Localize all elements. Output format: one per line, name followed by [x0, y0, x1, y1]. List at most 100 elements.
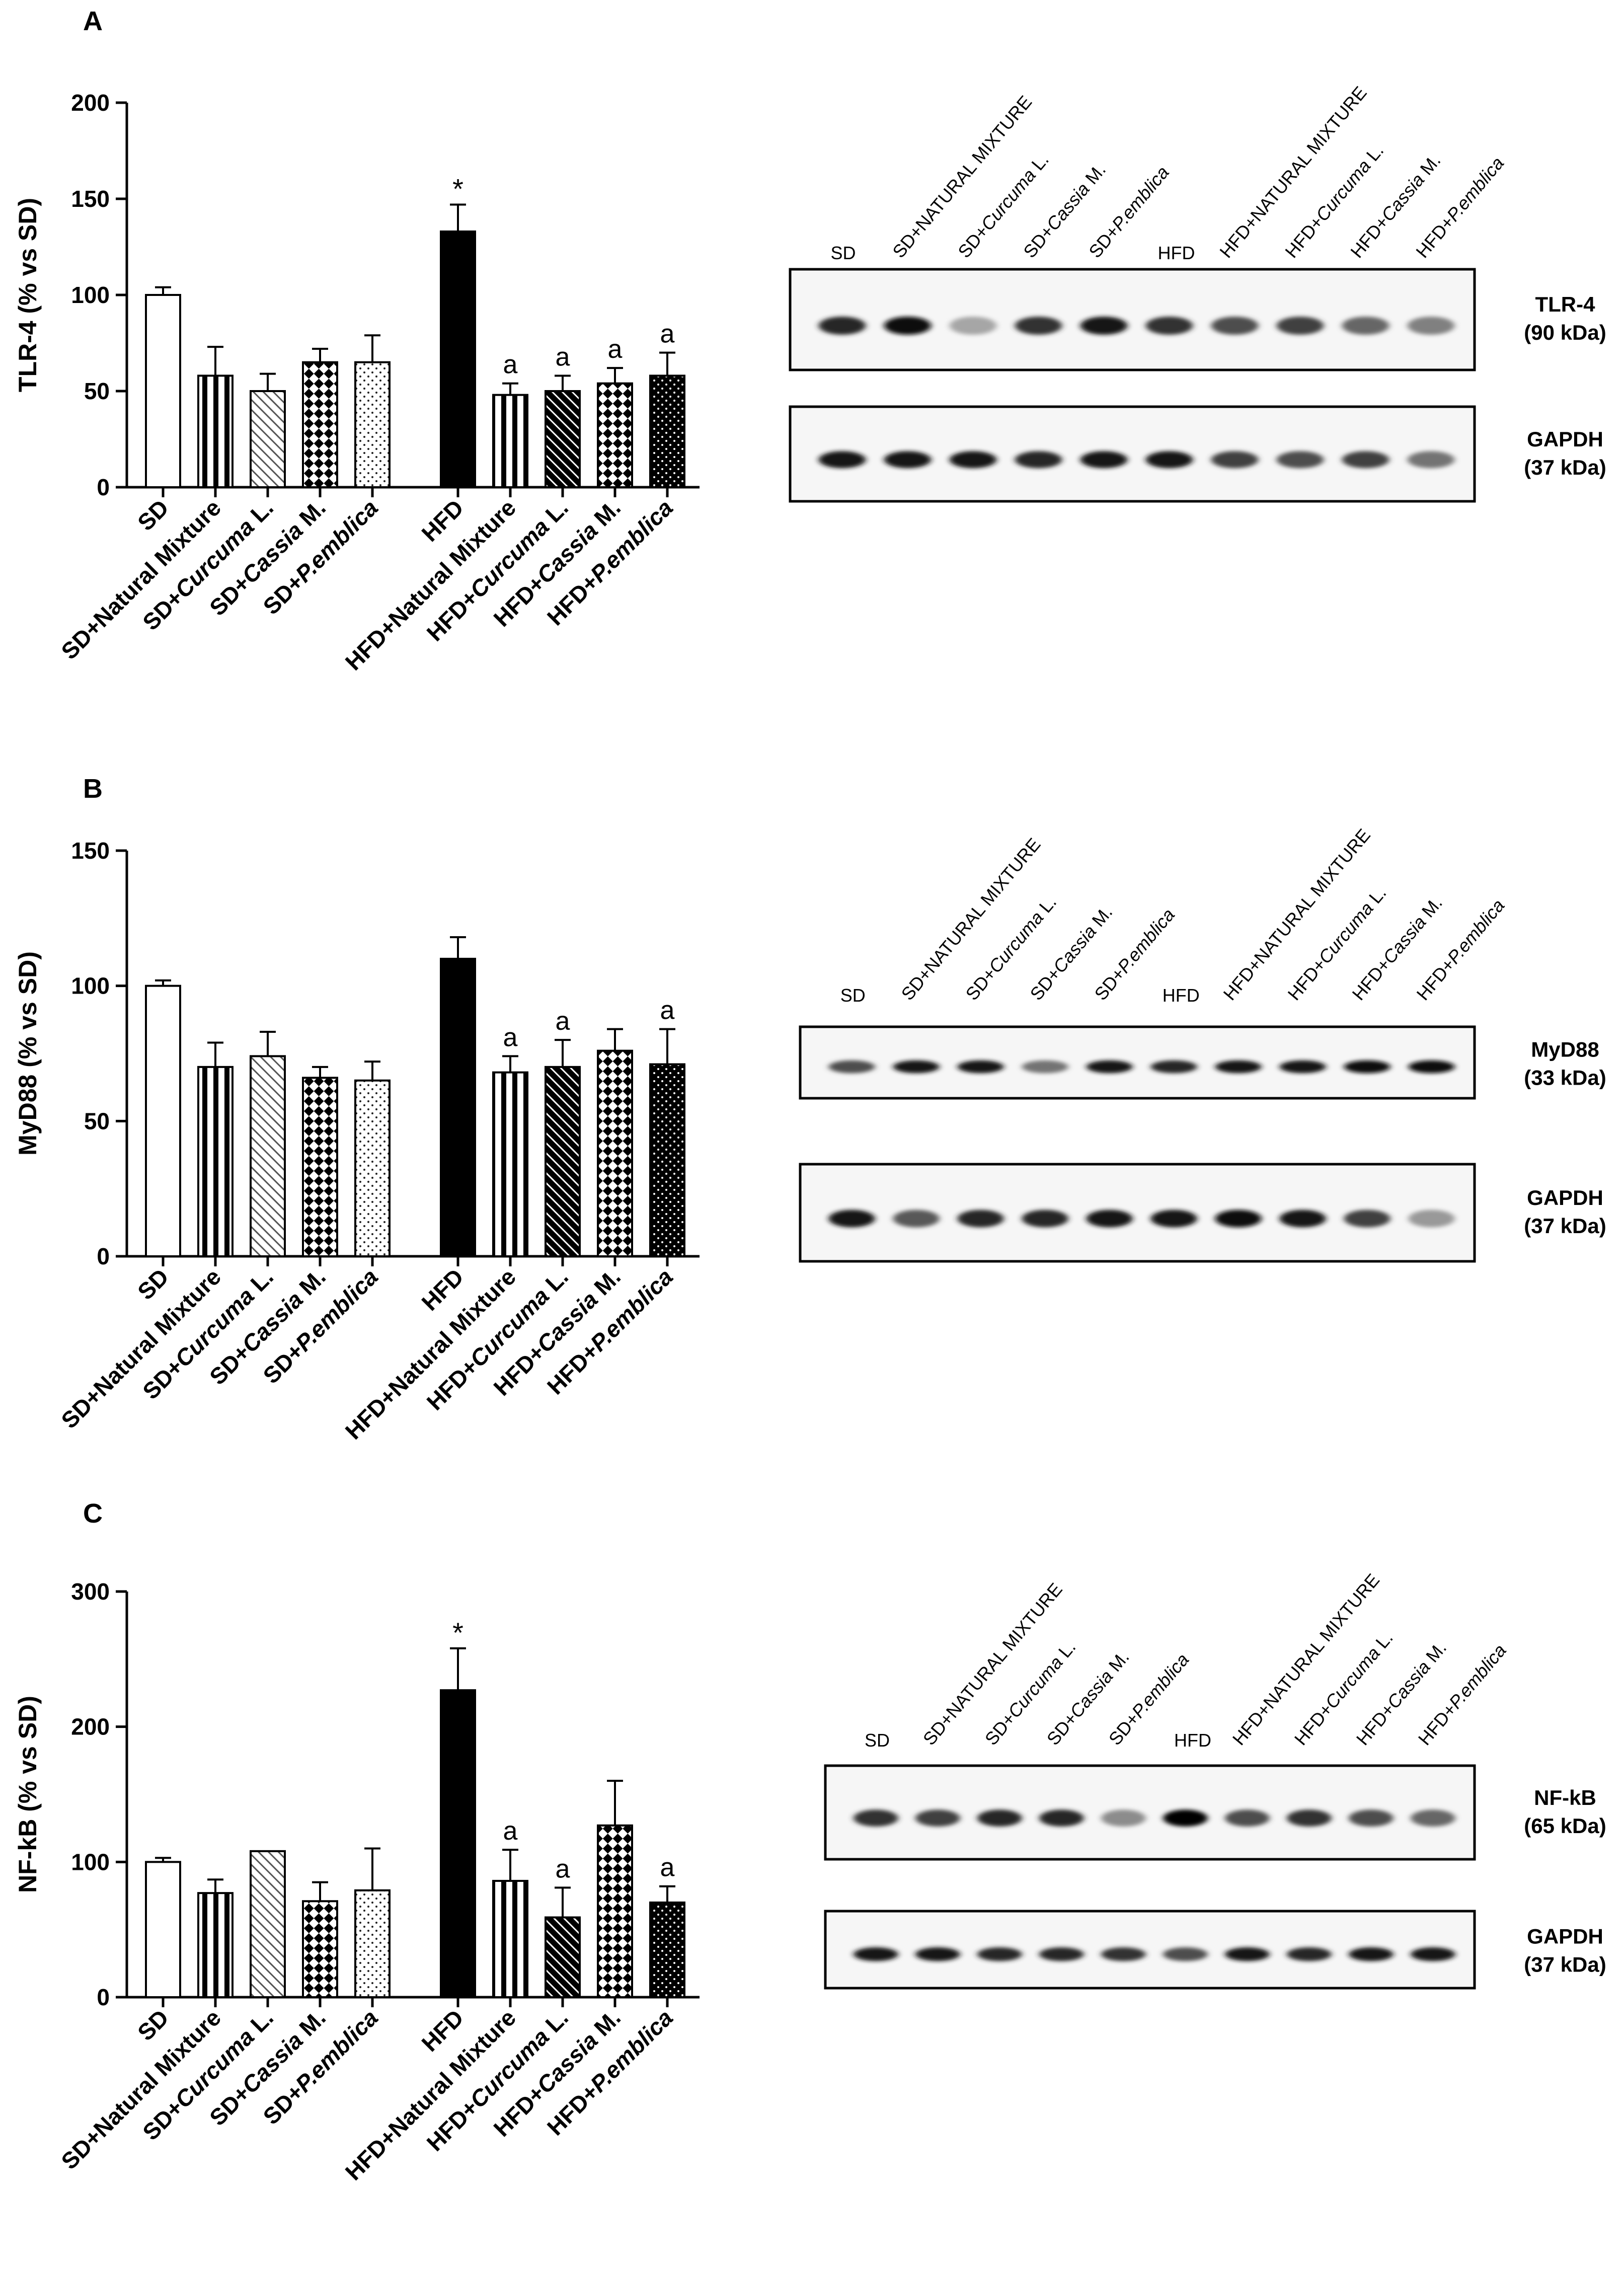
blot-size-label: (37 kDa): [1524, 456, 1606, 479]
blot-band: [1086, 1060, 1133, 1074]
bar: [440, 230, 476, 488]
blot-band: [1342, 451, 1389, 469]
blot-band: [1411, 1809, 1455, 1827]
blot-strip-gapdh: GAPDH (37 kDa): [789, 405, 1606, 503]
blot-band: [1022, 1209, 1068, 1228]
bar: [545, 390, 581, 488]
bar: [145, 1861, 181, 1998]
bar: [597, 382, 633, 488]
significance-letter: a: [503, 1816, 518, 1846]
bar: [354, 1079, 391, 1258]
blot-band: [1349, 1809, 1394, 1827]
bar: [354, 361, 391, 489]
blot-size-label: (33 kDa): [1524, 1066, 1606, 1090]
blot-protein-label: TLR-4: [1535, 292, 1596, 316]
blot-band: [1287, 1947, 1332, 1961]
significance-star: *: [452, 173, 463, 204]
x-tick-label: SD: [132, 2004, 174, 2046]
blot-band: [1211, 317, 1259, 335]
blot-band: [1407, 317, 1455, 335]
bar: [545, 1066, 581, 1258]
blot-band: [1022, 1060, 1068, 1074]
blot-band: [1276, 451, 1324, 469]
blot-band: [1408, 1209, 1455, 1228]
blot-band: [1015, 317, 1062, 335]
blot-size-label: (90 kDa): [1524, 321, 1606, 344]
blot-strip-nf-kb: NF-kB (65 kDa): [824, 1764, 1606, 1861]
bar: [649, 1901, 685, 1999]
y-axis-label: TLR-4 (% vs SD): [14, 198, 42, 392]
blot-size-label: (37 kDa): [1524, 1214, 1606, 1238]
blot-band: [854, 1947, 898, 1961]
y-tick-label: 0: [97, 1243, 110, 1269]
panel-letter: B: [83, 774, 103, 804]
blot-band: [977, 1809, 1022, 1827]
blot-strip-tlr-4: TLR-4 (90 kDa): [789, 268, 1606, 371]
y-tick-label: 0: [97, 1984, 110, 2010]
significance-letter: a: [660, 320, 675, 349]
blot-band: [1145, 317, 1193, 335]
blot-band: [1344, 1209, 1390, 1228]
significance-letter: a: [556, 342, 570, 371]
blot-protein-label: GAPDH: [1527, 427, 1603, 451]
blot-band: [915, 1809, 960, 1827]
blot-size-label: (65 kDa): [1524, 1814, 1606, 1838]
y-axis-label: MyD88 (% vs SD): [14, 951, 42, 1156]
bar: [302, 1900, 338, 1998]
blot-band: [1163, 1947, 1208, 1961]
blot-band: [893, 1060, 940, 1074]
blot-band: [884, 451, 932, 469]
blot-protein-label: GAPDH: [1527, 1186, 1603, 1209]
blot-band: [1015, 451, 1062, 469]
significance-letter: a: [608, 335, 623, 364]
y-tick-label: 100: [71, 973, 110, 999]
bar: [649, 1063, 685, 1258]
blot-band: [828, 1060, 875, 1074]
blot-band: [1101, 1947, 1146, 1961]
bar: [145, 294, 181, 488]
blot-band: [1039, 1809, 1084, 1827]
blot-band: [1211, 451, 1259, 469]
bar: [440, 957, 476, 1257]
blot-band: [1225, 1809, 1270, 1827]
significance-letter: a: [556, 1007, 570, 1036]
panel-letter: C: [83, 1498, 103, 1529]
significance-letter: a: [503, 350, 518, 380]
blot-protein-label: GAPDH: [1527, 1924, 1603, 1948]
blot-band: [957, 1209, 1004, 1228]
blot-strip-gapdh: GAPDH (37 kDa): [799, 1163, 1606, 1263]
blot-band: [1349, 1947, 1394, 1961]
y-tick-label: 200: [71, 1714, 110, 1740]
bar: [250, 1055, 286, 1257]
bar: [440, 1689, 476, 1999]
blot-band: [828, 1209, 875, 1228]
significance-letter: a: [556, 1854, 570, 1883]
blot-band: [1215, 1060, 1262, 1074]
bar: [197, 374, 234, 488]
blot-band: [884, 317, 932, 335]
y-tick-label: 100: [71, 1849, 110, 1875]
y-tick-label: 50: [84, 378, 110, 404]
bar: [302, 1077, 338, 1258]
blot-size-label: (37 kDa): [1524, 1952, 1606, 1976]
y-tick-label: 150: [71, 838, 110, 864]
blot-protein-label: NF-kB: [1534, 1786, 1596, 1809]
y-axis-label: NF-kB (% vs SD): [14, 1696, 42, 1893]
blot-band: [854, 1809, 898, 1827]
blot-band: [1279, 1209, 1326, 1228]
blot-band: [1215, 1209, 1262, 1228]
blot-band: [1039, 1947, 1084, 1961]
bar: [302, 361, 338, 489]
bar: [250, 390, 286, 488]
bar: [250, 1850, 286, 1999]
y-tick-label: 50: [84, 1108, 110, 1134]
bar: [597, 1824, 633, 1998]
bar: [597, 1049, 633, 1258]
blot-band: [949, 317, 997, 335]
blot-band: [818, 317, 866, 335]
y-tick-label: 200: [71, 90, 110, 116]
